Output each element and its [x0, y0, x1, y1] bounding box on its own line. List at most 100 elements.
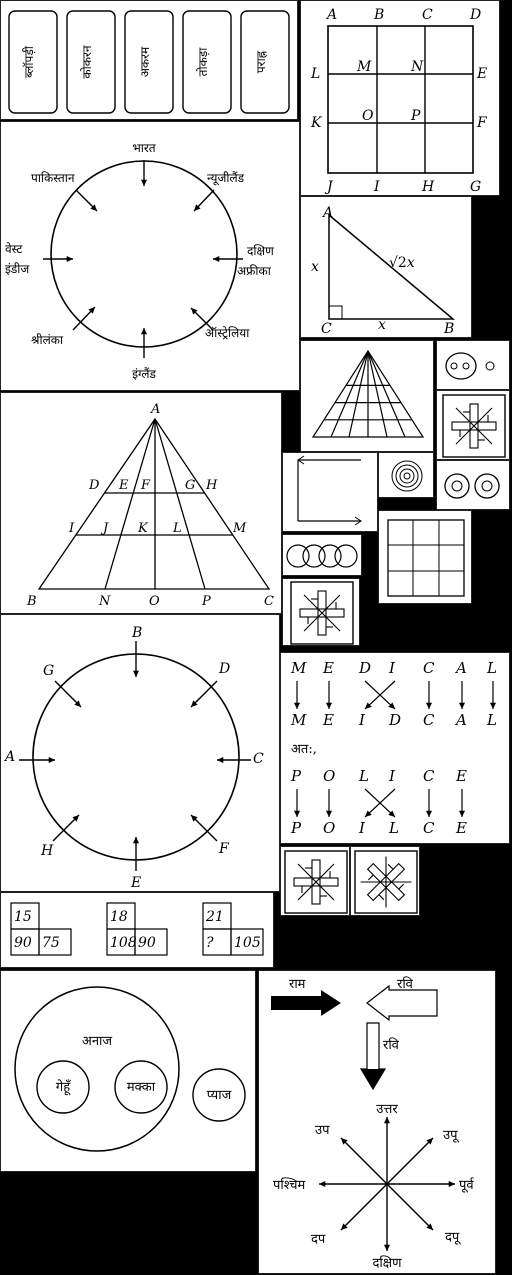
letter-arrow-left: [19, 756, 55, 764]
grid-label-top: C: [422, 7, 433, 23]
coding-bottom-letter: E: [455, 767, 467, 785]
pattern-svg-2: [290, 581, 354, 645]
big-tri-row1-label: G: [185, 478, 195, 493]
coding-top-letter: M: [290, 659, 307, 677]
cards-svg: ब्लॉपड़ी कोकरन अकरम तोकड़ा पराह्न: [8, 10, 290, 114]
number-boxes-panel: 15 90 75 18 108 90 21? 105: [0, 892, 274, 968]
pattern-panel-4: [350, 846, 420, 916]
grid-3x3-svg: [387, 519, 465, 597]
grid-label-inner: P: [410, 108, 421, 124]
number-box: 21? 105: [202, 902, 264, 956]
coding-bottom-letter: L: [358, 767, 369, 785]
coding-top-result: A: [454, 711, 467, 729]
coding-cross-arrow: [364, 680, 396, 710]
arrow-bottom-right: [190, 307, 214, 331]
rt-bottom-side-label: x: [378, 317, 386, 333]
word-card-text: तोकड़ा: [196, 47, 210, 77]
arrow-top-left: [75, 189, 98, 212]
letter-arrow-top-right: [190, 680, 218, 708]
coding-top-letter: C: [423, 659, 435, 677]
coding-top-result: E: [322, 711, 334, 729]
word-card-text: अकरम: [138, 46, 152, 77]
venn-outside-label: प्याज: [207, 1088, 232, 1103]
coding-arrow: [489, 681, 497, 709]
coding-top-result: I: [358, 711, 366, 729]
venn-outer-label: अनाज: [82, 1034, 113, 1049]
big-tri-row2-label: J: [100, 521, 109, 536]
arrow-left: [43, 255, 73, 263]
country-left-label-2: इंडीज: [5, 262, 30, 276]
letter-arrow-bottom-left: [52, 814, 80, 842]
number-box-top: 18: [110, 909, 128, 925]
number-box-bottom-right: 90: [138, 935, 156, 951]
grid-label-bottom: H: [421, 179, 435, 195]
venn-panel: अनाज गेहूँ मक्का प्याज: [0, 970, 256, 1172]
grid-label-bottom: G: [470, 179, 481, 195]
grid-label-right: E: [476, 66, 487, 82]
coding-arrow: [293, 681, 301, 709]
compass-n: [383, 1117, 391, 1184]
coding-top-result: L: [486, 711, 497, 729]
number-box-top: 21: [205, 909, 224, 925]
direction-panel: राम रवि रवि उत्तर दक्षिण पश्चिम पूर्व उप उपू द…: [258, 970, 496, 1274]
grid-label-top: B: [373, 7, 384, 23]
number-box: 15 90 75: [10, 902, 72, 956]
compass-se-label: दपू: [445, 1230, 461, 1245]
coding-arrow: [425, 681, 433, 709]
venn-circle2-label: मक्का: [127, 1080, 156, 1095]
two-rings-svg: [444, 473, 500, 499]
compass-w-label: पश्चिम: [273, 1177, 306, 1193]
grid-label-bottom: J: [324, 179, 334, 195]
letter-arrow-bottom: [132, 837, 140, 871]
pattern-svg-3: [284, 850, 348, 914]
grid-svg: A B C D J I H G L K E F M N O P: [310, 7, 488, 195]
country-circle-panel: भारत पाकिस्तान न्यूजीलैंड वेस्ट इंडीज दक्षिण अ…: [0, 121, 300, 391]
figure-pattern: [284, 850, 348, 914]
coding-arrow: [325, 681, 333, 709]
coding-arrow: [458, 789, 466, 817]
direction-svg: राम रवि रवि उत्तर दक्षिण पश्चिम पूर्व उप उपू द…: [271, 976, 475, 1271]
arrow-top-right: [193, 189, 215, 212]
compass-sw: [340, 1183, 388, 1231]
coding-arrow: [325, 789, 333, 817]
figure-circles-panel: [436, 340, 510, 390]
letter-left: A: [3, 749, 15, 765]
grid-label-inner: N: [410, 59, 424, 75]
letter-arrow-right: [217, 756, 251, 764]
ram-label: राम: [289, 977, 306, 992]
figure-pattern: [442, 394, 506, 458]
grid-label-inner: O: [362, 108, 374, 124]
figure-pattern: [290, 581, 354, 645]
venn-circle1-label: गेहूँ: [56, 1079, 71, 1096]
coding-cross-arrow: [364, 788, 396, 818]
word-card-text: ब्लॉपड़ी: [22, 45, 36, 78]
letter-bottom-left: H: [40, 843, 54, 859]
pattern-panel-3: [280, 846, 350, 916]
pattern-svg-4: [354, 850, 418, 914]
compass-se: [386, 1183, 434, 1231]
big-tri-base-label: N: [98, 594, 111, 609]
country-right-label-1: दक्षिण: [247, 244, 274, 258]
rt-left-side-label: x: [311, 259, 319, 275]
ravi-label-top: रवि: [397, 976, 414, 992]
venn-svg: अनाज गेहूँ मक्का प्याज: [14, 986, 246, 1152]
arrow-top: [140, 160, 148, 186]
word-card-text: पराह्न: [254, 50, 268, 73]
word-card: ब्लॉपड़ी: [8, 10, 58, 114]
compass-n-label: उत्तर: [376, 1102, 398, 1117]
number-box-bottom-right: 75: [42, 935, 60, 951]
word-card: अकरम: [124, 10, 174, 114]
grid-label-top: A: [325, 7, 337, 23]
big-tri-base-label: O: [149, 594, 160, 609]
coding-top-letter: L: [486, 659, 497, 677]
ravi-label-side: रवि: [383, 1037, 400, 1053]
coding-bottom-letter: O: [323, 767, 335, 785]
coding-bottom-result: O: [323, 819, 335, 837]
letter-bottom-right: F: [218, 841, 230, 857]
coding-bottom-letter: C: [423, 767, 435, 785]
big-tri-row2-label: M: [232, 521, 247, 536]
cards-panel: ब्लॉपड़ी कोकरन अकरम तोकड़ा पराह्न: [0, 0, 298, 120]
small-triangle-panel: [300, 340, 434, 452]
number-box-bottom-right: 105: [234, 935, 261, 951]
letter-circle-svg: B G D A C H F E: [3, 625, 264, 891]
